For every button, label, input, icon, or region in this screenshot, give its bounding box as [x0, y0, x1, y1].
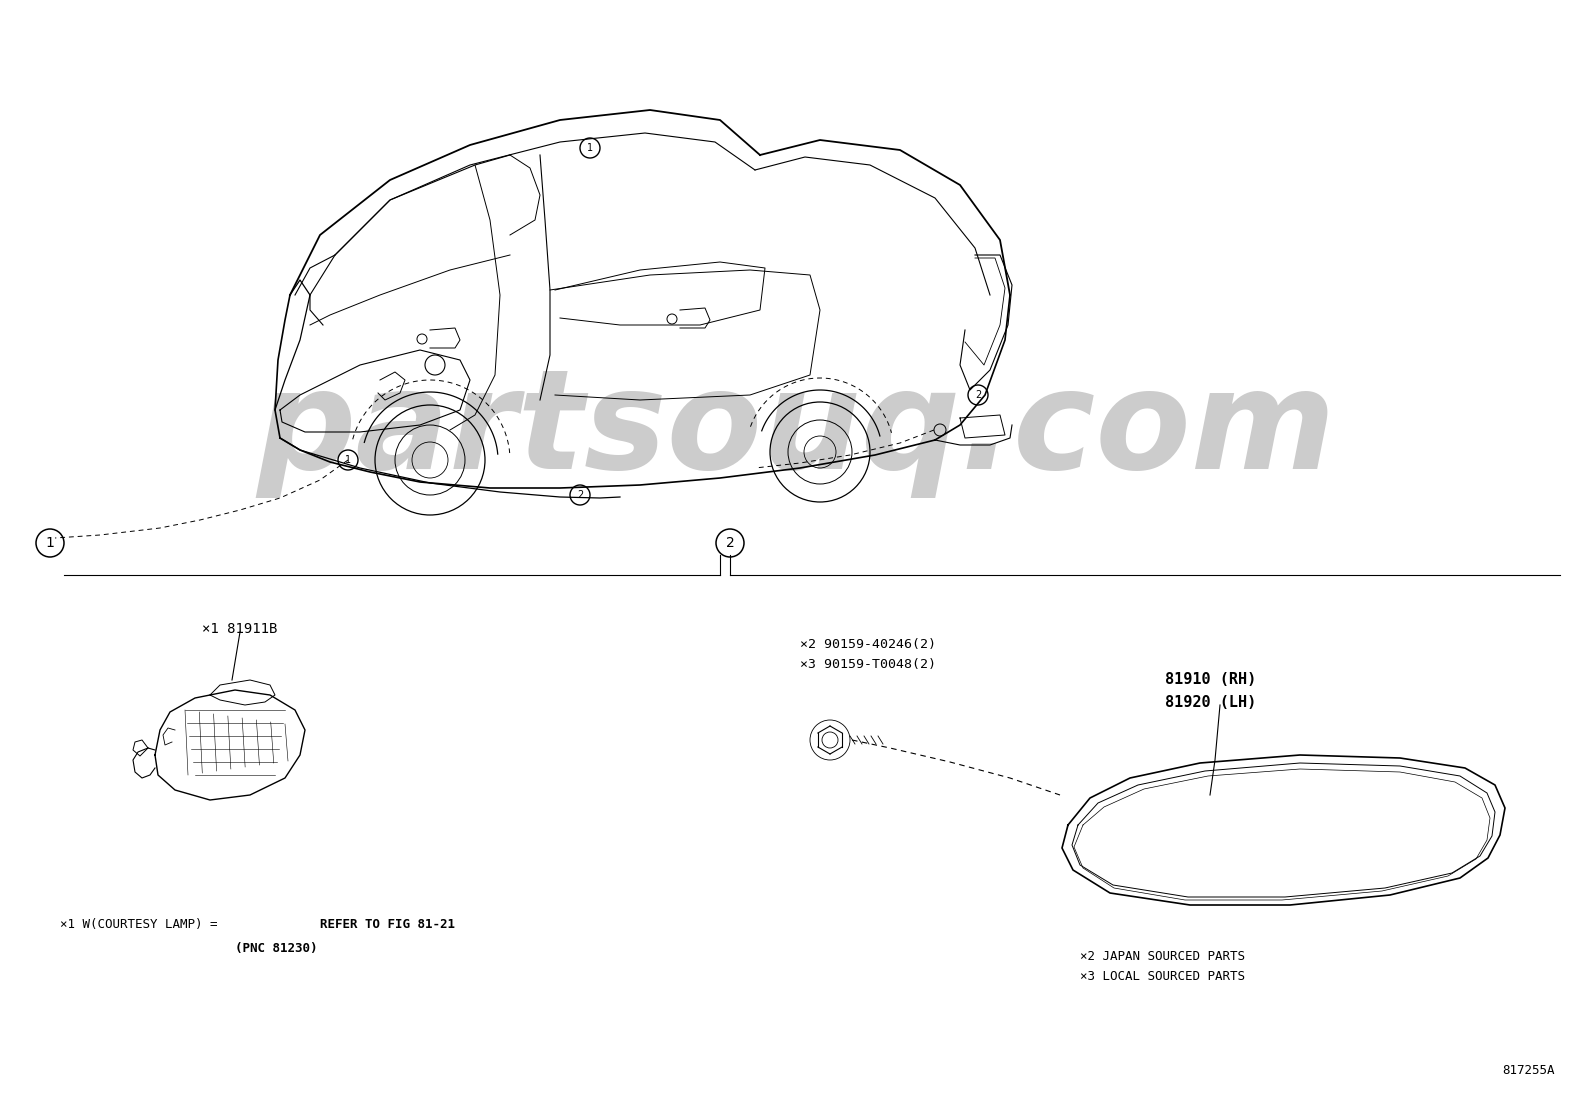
Text: 81920 (LH): 81920 (LH): [1165, 695, 1256, 710]
Text: (PNC 81230): (PNC 81230): [236, 942, 317, 955]
Text: ×3 LOCAL SOURCED PARTS: ×3 LOCAL SOURCED PARTS: [1079, 970, 1245, 983]
Text: 81910 (RH): 81910 (RH): [1165, 671, 1256, 687]
Text: 817255A: 817255A: [1503, 1064, 1555, 1077]
Text: ×1 W(COURTESY LAMP) =: ×1 W(COURTESY LAMP) =: [60, 918, 224, 931]
Text: REFER TO FIG 81-21: REFER TO FIG 81-21: [320, 918, 455, 931]
Text: 1: 1: [46, 536, 54, 550]
Text: 1: 1: [345, 455, 352, 465]
Text: 2: 2: [576, 490, 583, 500]
Text: 1: 1: [587, 143, 594, 153]
Text: 2: 2: [726, 536, 734, 550]
Text: ×2 JAPAN SOURCED PARTS: ×2 JAPAN SOURCED PARTS: [1079, 950, 1245, 963]
Text: ×3 90159-T0048(2): ×3 90159-T0048(2): [801, 658, 936, 671]
Text: 2: 2: [974, 390, 981, 400]
Text: ×2 90159-40246(2): ×2 90159-40246(2): [801, 639, 936, 651]
Text: ×1 81911B: ×1 81911B: [202, 622, 277, 636]
Text: partsouq.com: partsouq.com: [256, 363, 1336, 498]
